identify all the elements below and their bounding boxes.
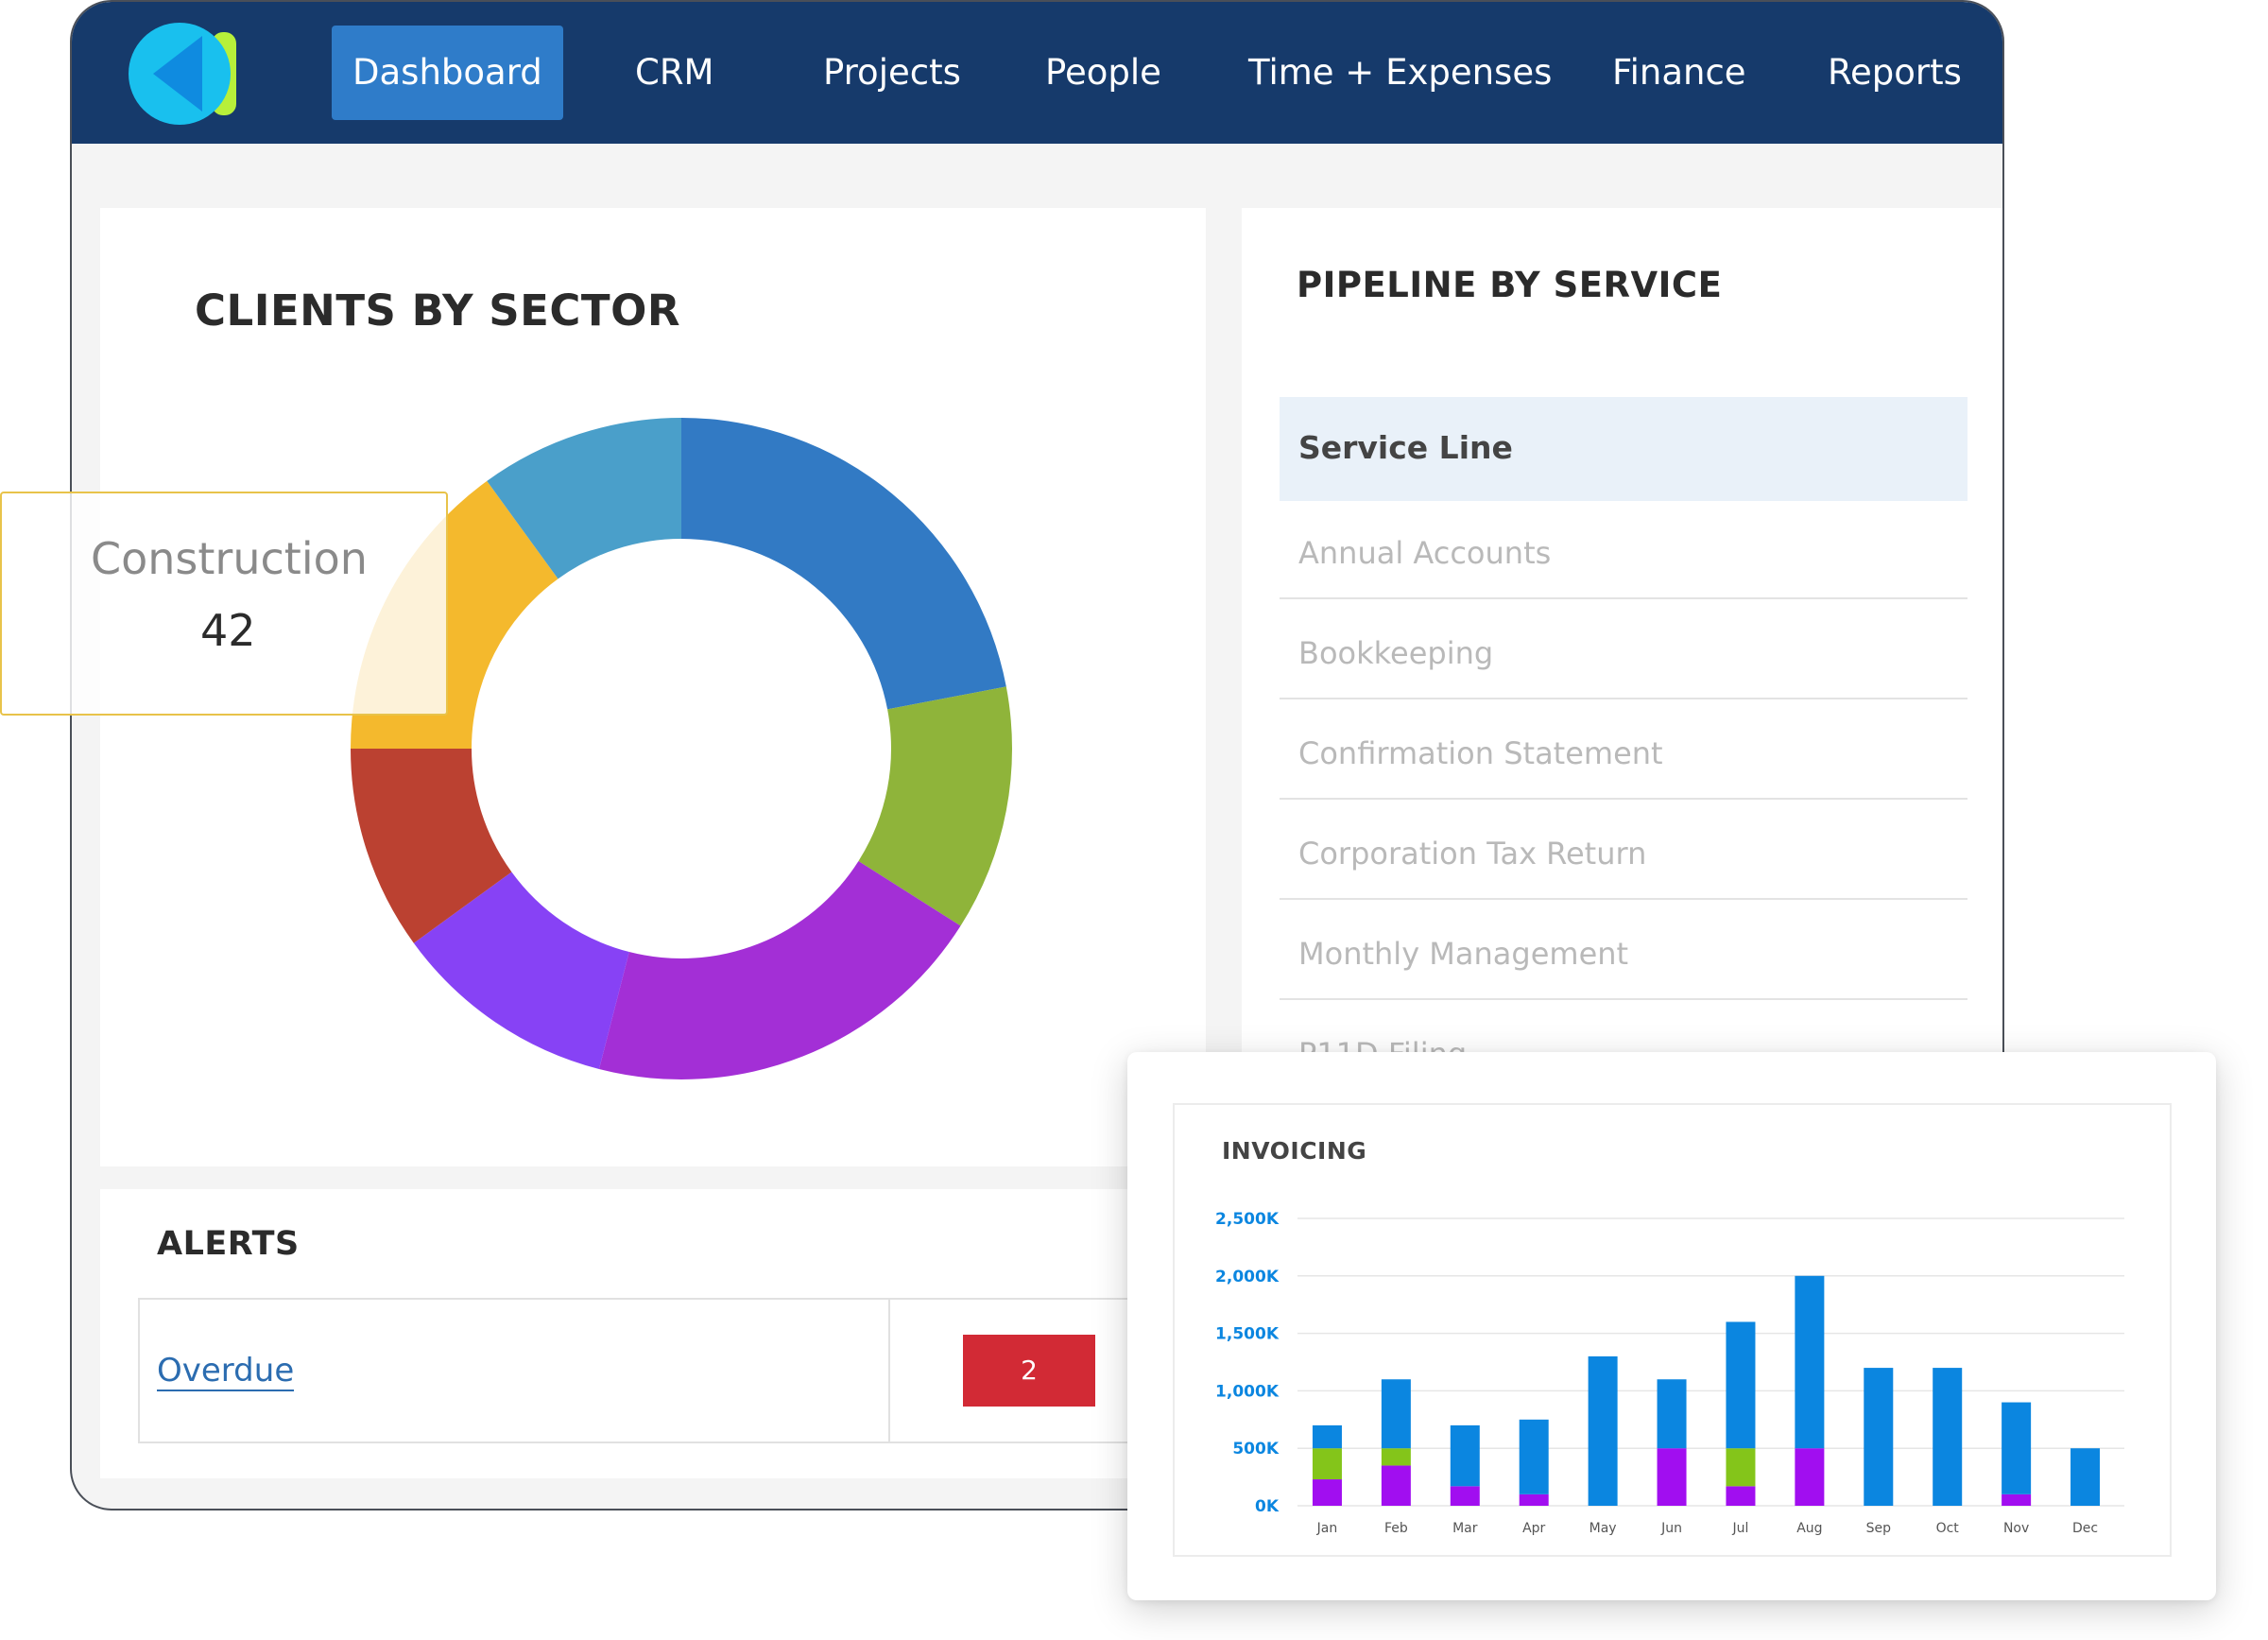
x-tick-label: Jul	[1732, 1521, 1749, 1536]
x-tick-label: May	[1589, 1521, 1617, 1536]
overdue-count-badge: 2	[963, 1335, 1095, 1407]
nav-people[interactable]: People	[1045, 52, 1161, 93]
invoice-bar-jan-s1[interactable]	[1312, 1448, 1342, 1480]
tooltip-sector-label: Construction	[91, 533, 368, 584]
overdue-link[interactable]: Overdue	[157, 1352, 295, 1391]
invoice-bar-nov-s0[interactable]	[2002, 1493, 2032, 1506]
invoice-bar-mar-s0[interactable]	[1450, 1486, 1480, 1506]
y-tick-label: 2,000K	[1215, 1268, 1280, 1286]
y-tick-label: 2,500K	[1215, 1210, 1280, 1229]
nav-projects[interactable]: Projects	[823, 52, 961, 93]
donut-slice-4[interactable]	[351, 749, 512, 943]
invoice-bar-feb-s2[interactable]	[1381, 1379, 1411, 1449]
pipeline-row[interactable]: Corporation Tax Return	[1280, 802, 1967, 900]
sector-tooltip: Construction 42	[0, 492, 448, 716]
invoice-bar-jun-s2[interactable]	[1657, 1379, 1687, 1449]
alerts-column-divider	[888, 1300, 890, 1441]
x-tick-label: Nov	[2003, 1521, 2029, 1536]
x-tick-label: Feb	[1384, 1521, 1408, 1536]
invoice-bar-mar-s2[interactable]	[1450, 1424, 1480, 1487]
donut-slice-2[interactable]	[598, 860, 961, 1079]
invoice-bar-oct-s2[interactable]	[1933, 1368, 1963, 1506]
invoicing-bar-chart: 0K 500K 1,000K 1,500K 2,000K 2,500K Jan Feb Mar A…	[1215, 1210, 2124, 1536]
clients-by-sector-title: CLIENTS BY SECTOR	[195, 285, 680, 336]
donut-slice-0[interactable]	[681, 418, 1006, 710]
pipeline-row[interactable]: Confirmation Statement	[1280, 701, 1967, 800]
pipeline-row-label: Annual Accounts	[1298, 535, 1552, 571]
service-line-header-label: Service Line	[1298, 429, 1513, 466]
invoice-bar-feb-s1[interactable]	[1381, 1448, 1411, 1466]
invoicing-title: INVOICING	[1222, 1137, 1367, 1165]
sector-donut-chart	[351, 418, 1012, 1079]
invoice-bar-may-s2[interactable]	[1588, 1355, 1618, 1506]
x-tick-label: Oct	[1936, 1521, 1960, 1536]
x-tick-label: Sep	[1866, 1521, 1892, 1536]
pipeline-row-label: Confirmation Statement	[1298, 735, 1663, 771]
invoice-bar-jul-s1[interactable]	[1726, 1448, 1756, 1487]
invoice-bar-aug-s0[interactable]	[1795, 1448, 1825, 1506]
invoice-bar-feb-s0[interactable]	[1381, 1465, 1411, 1506]
y-tick-label: 500K	[1232, 1440, 1279, 1459]
y-tick-label: 1,000K	[1215, 1382, 1280, 1401]
invoice-bar-jun-s0[interactable]	[1657, 1448, 1687, 1506]
invoice-bar-apr-s0[interactable]	[1519, 1493, 1549, 1506]
pipeline-title: PIPELINE BY SERVICE	[1297, 265, 1723, 305]
x-tick-label: Mar	[1452, 1521, 1478, 1536]
invoicing-card: INVOICING 0K 500K 1,000K 1,500K 2,000K 2,500K…	[1127, 1052, 2216, 1600]
alerts-panel: ALERTS Overdue 2	[100, 1189, 1206, 1478]
pipeline-row-label: Bookkeeping	[1298, 635, 1494, 671]
invoice-bar-dec-s2[interactable]	[2070, 1448, 2101, 1506]
invoice-bar-aug-s2[interactable]	[1795, 1275, 1825, 1449]
service-line-header: Service Line	[1280, 397, 1967, 501]
invoice-bar-jul-s2[interactable]	[1726, 1321, 1756, 1449]
invoice-bar-nov-s2[interactable]	[2002, 1402, 2032, 1494]
invoice-bar-jan-s0[interactable]	[1312, 1479, 1342, 1506]
clients-by-sector-panel: CLIENTS BY SECTOR	[100, 208, 1206, 1166]
invoice-bar-jul-s0[interactable]	[1726, 1486, 1756, 1506]
nav-crm[interactable]: CRM	[635, 52, 714, 93]
app-logo[interactable]	[127, 21, 249, 127]
nav-finance[interactable]: Finance	[1612, 52, 1746, 93]
pipeline-row[interactable]: Monthly Management	[1280, 902, 1967, 1000]
donut-slice-3[interactable]	[413, 872, 629, 1070]
alerts-table: Overdue 2	[138, 1298, 1159, 1443]
top-navbar: Dashboard CRM Projects People Time + Exp…	[72, 2, 2002, 144]
invoice-bar-jan-s2[interactable]	[1312, 1424, 1342, 1449]
x-tick-label: Aug	[1796, 1521, 1822, 1536]
x-tick-label: Jan	[1316, 1521, 1338, 1536]
invoicing-chart-frame: INVOICING 0K 500K 1,000K 1,500K 2,000K 2,500K…	[1173, 1103, 2172, 1557]
donut-slice-1[interactable]	[858, 686, 1012, 926]
pipeline-row[interactable]: Annual Accounts	[1280, 501, 1967, 599]
x-tick-label: Dec	[2072, 1521, 2098, 1536]
x-tick-label: Jun	[1660, 1521, 1682, 1536]
nav-dashboard[interactable]: Dashboard	[332, 26, 563, 120]
tooltip-sector-value: 42	[200, 605, 256, 656]
pipeline-row-label: Monthly Management	[1298, 936, 1629, 972]
alerts-title: ALERTS	[157, 1225, 300, 1263]
y-tick-label: 1,500K	[1215, 1325, 1280, 1344]
nav-time-expenses[interactable]: Time + Expenses	[1248, 52, 1553, 93]
invoice-bar-sep-s2[interactable]	[1864, 1368, 1894, 1506]
nav-reports[interactable]: Reports	[1828, 52, 1962, 93]
x-tick-label: Apr	[1522, 1521, 1545, 1536]
invoice-bar-apr-s2[interactable]	[1519, 1419, 1549, 1494]
pipeline-row-label: Corporation Tax Return	[1298, 836, 1647, 872]
y-tick-label: 0K	[1255, 1497, 1280, 1516]
pipeline-row[interactable]: Bookkeeping	[1280, 601, 1967, 699]
donut-slice-6[interactable]	[487, 418, 681, 579]
